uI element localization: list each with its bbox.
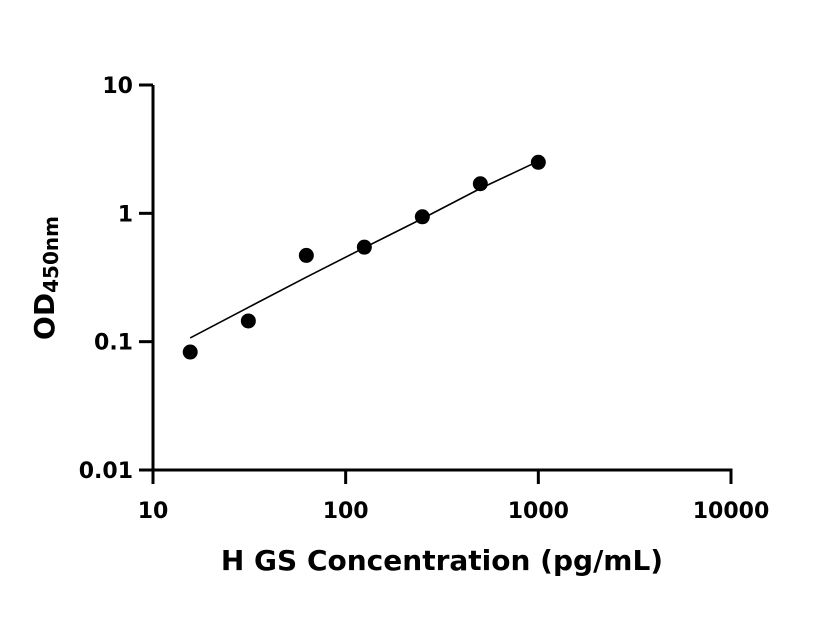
x-axis-title: H GS Concentration (pg/mL)	[221, 544, 663, 577]
x-tick-label: 1000	[508, 499, 569, 524]
y-axis-title-subscript: 450nm	[39, 216, 63, 293]
y-tick-label: 0.01	[79, 459, 133, 484]
y-axis-title: OD450nm	[28, 216, 63, 340]
y-axis-title-main: OD	[28, 293, 61, 340]
data-point	[472, 176, 488, 192]
data-point	[240, 313, 256, 329]
data-point	[182, 344, 198, 360]
x-axis-ticks: 10 100 1000 10000	[138, 470, 770, 524]
y-axis-ticks: 0.01 0.1 1 10	[79, 74, 153, 484]
y-tick-label: 1	[118, 202, 133, 227]
data-point	[356, 239, 372, 255]
data-points	[182, 154, 546, 360]
y-tick-label: 10	[102, 74, 133, 99]
x-tick-label: 100	[323, 499, 369, 524]
data-point	[414, 209, 430, 225]
x-tick-label: 10000	[693, 499, 770, 524]
y-tick-label: 0.1	[94, 331, 133, 356]
data-point	[298, 247, 314, 263]
data-point	[530, 154, 546, 170]
x-tick-label: 10	[138, 499, 169, 524]
axes	[151, 85, 733, 472]
